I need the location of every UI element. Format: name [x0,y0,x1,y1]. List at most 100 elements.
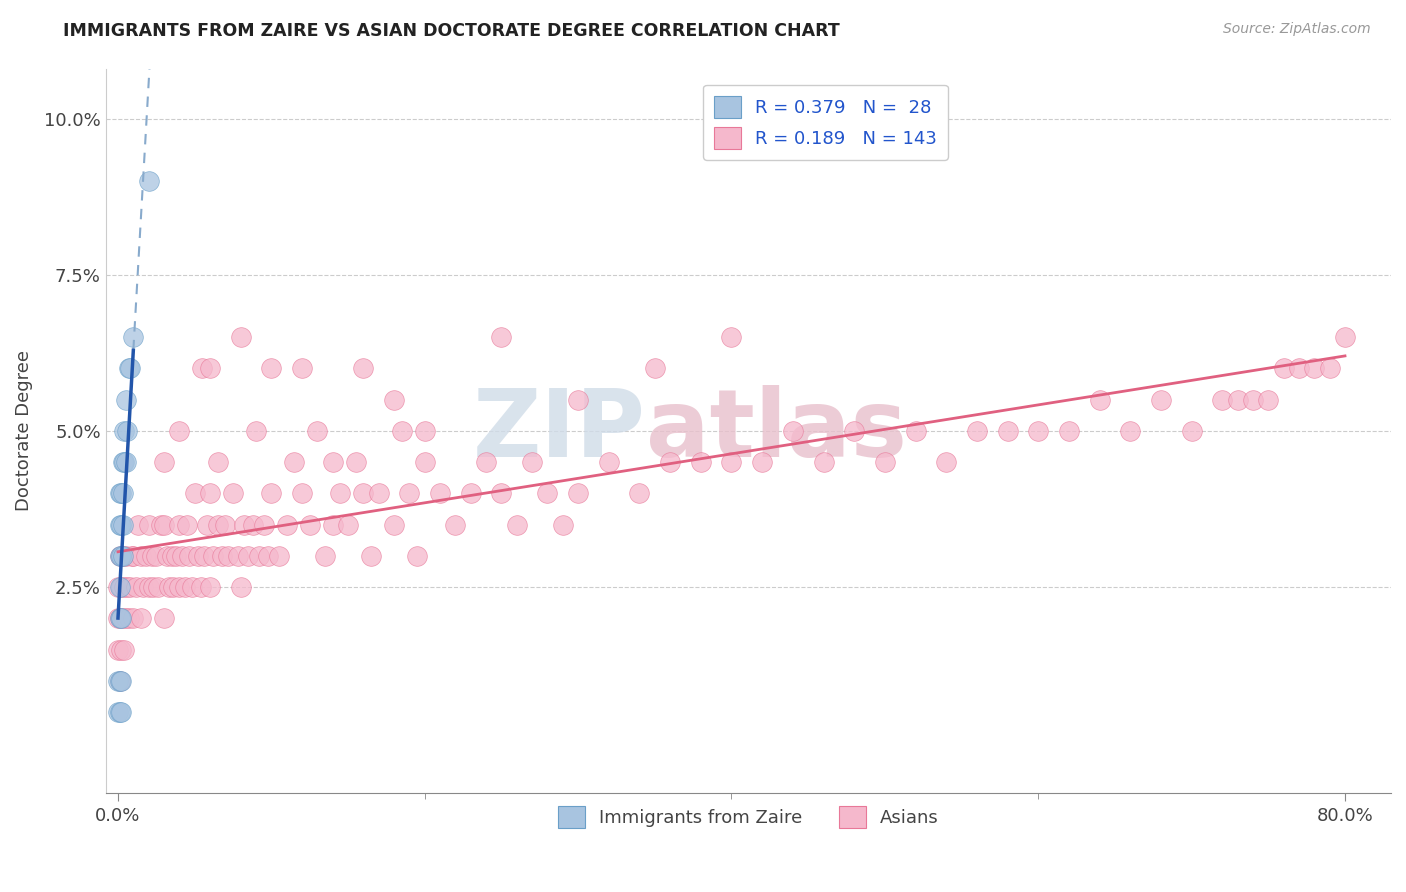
Immigrants from Zaire [118,361,141,376]
Asians [149,517,172,532]
Asians [491,486,513,500]
Immigrants from Zaire [110,705,132,719]
Asians [1211,392,1233,407]
Immigrants from Zaire [108,705,131,719]
Asians [291,361,314,376]
Asians [1150,392,1173,407]
Asians [1319,361,1341,376]
Asians [153,517,176,532]
Asians [844,424,866,438]
Immigrants from Zaire [122,330,145,344]
Immigrants from Zaire [108,517,131,532]
Asians [111,611,134,625]
Text: Source: ZipAtlas.com: Source: ZipAtlas.com [1223,22,1371,37]
Asians [276,517,298,532]
Asians [153,611,176,625]
Asians [129,611,152,625]
Asians [628,486,651,500]
Asians [260,361,283,376]
Asians [1057,424,1080,438]
Asians [360,549,382,563]
Asians [1088,392,1111,407]
Asians [260,486,283,500]
Asians [129,549,152,563]
Asians [997,424,1019,438]
Asians [141,549,163,563]
Y-axis label: Doctorate Degree: Doctorate Degree [15,351,32,511]
Asians [344,455,367,469]
Asians [177,549,200,563]
Asians [1272,361,1295,376]
Immigrants from Zaire [110,611,132,625]
Asians [283,455,305,469]
Asians [160,549,183,563]
Asians [567,392,589,407]
Asians [1257,392,1279,407]
Immigrants from Zaire [111,486,134,500]
Asians [257,549,280,563]
Asians [110,580,132,594]
Asians [1226,392,1249,407]
Asians [352,486,374,500]
Asians [382,517,405,532]
Asians [198,580,221,594]
Asians [391,424,413,438]
Immigrants from Zaire [114,455,136,469]
Asians [238,549,260,563]
Asians [180,580,202,594]
Immigrants from Zaire [111,549,134,563]
Asians [146,580,169,594]
Asians [1288,361,1310,376]
Immigrants from Zaire [110,486,132,500]
Asians [127,517,149,532]
Asians [211,549,233,563]
Asians [720,330,742,344]
Immigrants from Zaire [108,549,131,563]
Immigrants from Zaire [138,174,160,188]
Asians [122,549,145,563]
Immigrants from Zaire [120,361,142,376]
Asians [121,549,143,563]
Asians [291,486,314,500]
Asians [114,611,136,625]
Asians [873,455,896,469]
Immigrants from Zaire [110,673,132,688]
Asians [169,424,191,438]
Immigrants from Zaire [114,392,136,407]
Asians [107,642,129,657]
Asians [904,424,927,438]
Immigrants from Zaire [108,611,131,625]
Asians [567,486,589,500]
Asians [232,517,254,532]
Asians [108,673,131,688]
Immigrants from Zaire [110,517,132,532]
Asians [157,580,180,594]
Asians [222,486,245,500]
Asians [198,486,221,500]
Asians [112,580,135,594]
Asians [118,611,141,625]
Immigrants from Zaire [108,580,131,594]
Asians [114,549,136,563]
Immigrants from Zaire [111,455,134,469]
Asians [659,455,682,469]
Asians [329,486,352,500]
Asians [536,486,558,500]
Asians [267,549,290,563]
Asians [813,455,835,469]
Asians [174,580,197,594]
Asians [689,455,711,469]
Asians [198,361,221,376]
Asians [751,455,773,469]
Asians [169,517,191,532]
Asians [598,455,620,469]
Asians [172,549,194,563]
Asians [193,549,215,563]
Asians [398,486,420,500]
Asians [520,455,543,469]
Immigrants from Zaire [108,673,131,688]
Asians [122,611,145,625]
Asians [115,580,138,594]
Asians [207,517,229,532]
Immigrants from Zaire [115,424,138,438]
